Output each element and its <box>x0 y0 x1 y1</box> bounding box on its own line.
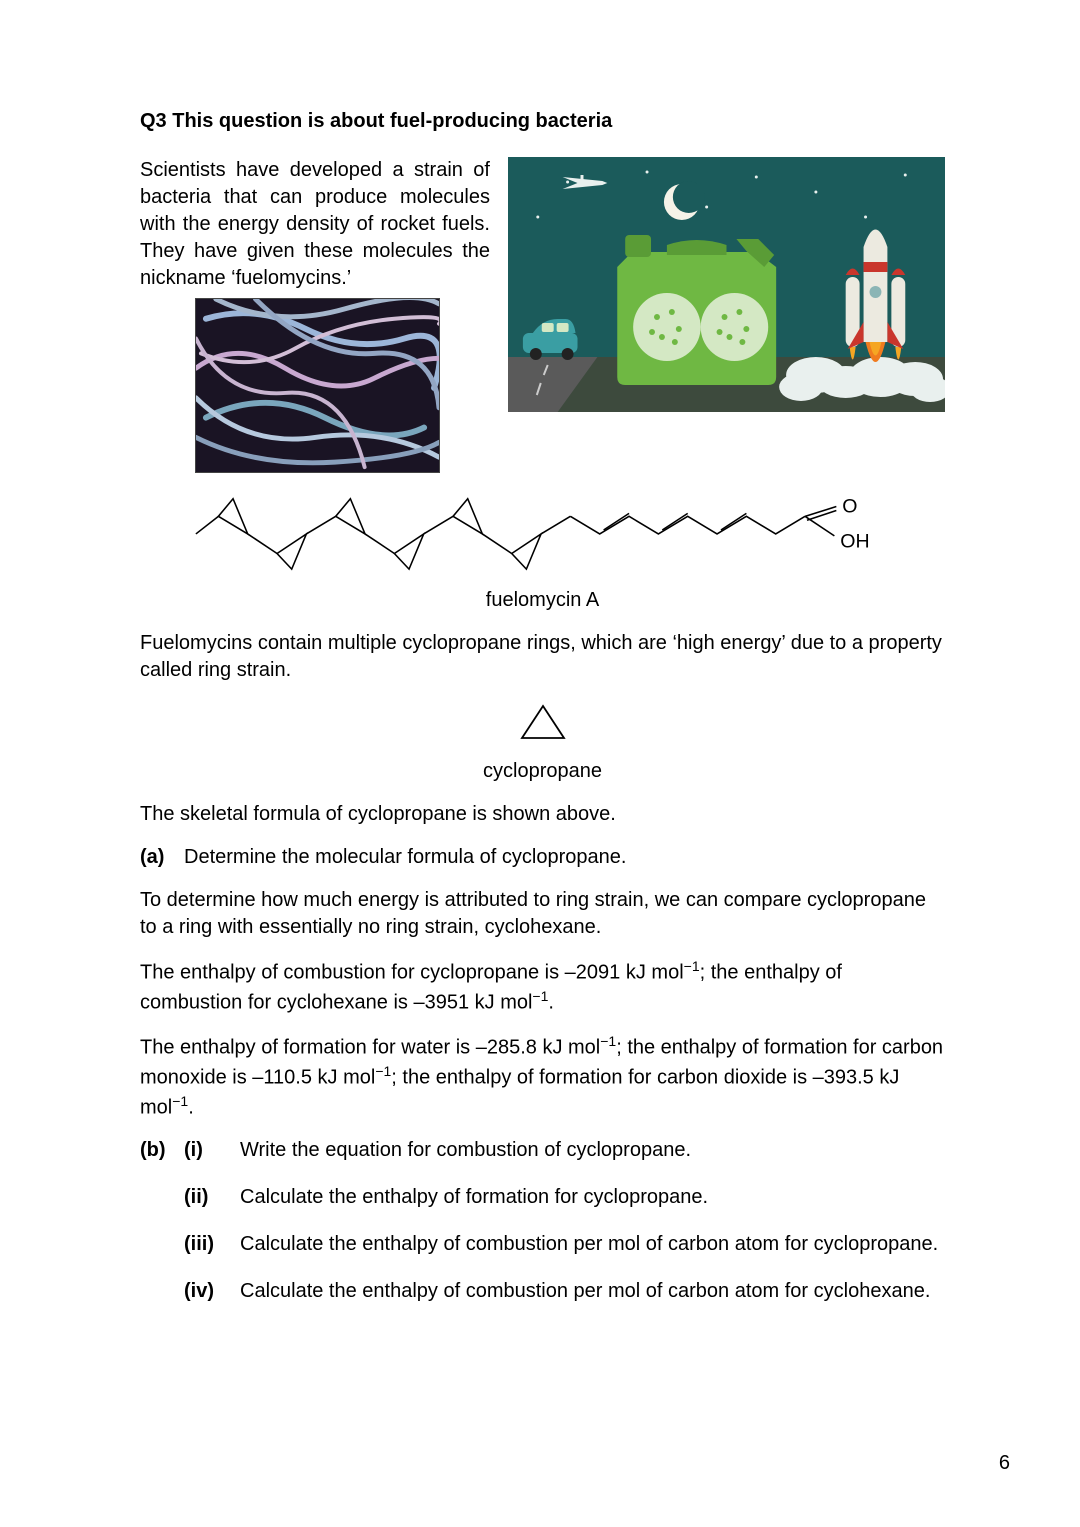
oh-label: OH <box>840 531 869 553</box>
b-i-text: Write the equation for combustion of cyc… <box>240 1137 945 1164</box>
para-compare: To determine how much energy is attribut… <box>140 887 945 941</box>
rocket-svg <box>508 157 945 412</box>
b-iv-label: (iv) <box>184 1278 240 1305</box>
bacteria-svg <box>196 299 439 472</box>
part-b-iii: (iii) Calculate the enthalpy of combusti… <box>140 1231 945 1258</box>
b-ii-label: (ii) <box>184 1184 240 1211</box>
page: Q3 This question is about fuel-producing… <box>0 0 1080 1527</box>
fuelomycin-structure: O OH fuelomycin A <box>140 487 945 614</box>
part-a: (a) Determine the molecular formula of c… <box>140 844 945 871</box>
intro-column: Scientists have developed a strain of ba… <box>140 157 490 473</box>
part-b-ii: (ii) Calculate the enthalpy of formation… <box>140 1184 945 1211</box>
part-b-iv: (iv) Calculate the enthalpy of combustio… <box>140 1278 945 1305</box>
cyclopropane-structure: cyclopropane <box>140 702 945 785</box>
a-label: (a) <box>140 844 184 871</box>
b-ii-text: Calculate the enthalpy of formation for … <box>240 1184 945 1211</box>
intro-text: Scientists have developed a strain of ba… <box>140 157 490 292</box>
a-text: Determine the molecular formula of cyclo… <box>184 844 945 871</box>
para-enthalpy-1: The enthalpy of combustion for cycloprop… <box>140 957 945 1016</box>
b-iv-text: Calculate the enthalpy of combustion per… <box>240 1278 945 1305</box>
intro-row: Scientists have developed a strain of ba… <box>140 157 945 473</box>
b-label: (b) <box>140 1137 184 1164</box>
rocket-image <box>508 157 945 412</box>
o-label: O <box>842 495 857 517</box>
bacteria-bg <box>196 299 439 472</box>
question-title: Q3 This question is about fuel-producing… <box>140 108 945 135</box>
b-i-label: (i) <box>184 1137 240 1164</box>
bacteria-image <box>195 298 440 473</box>
fuelomycin-caption: fuelomycin A <box>140 587 945 614</box>
para-rings: Fuelomycins contain multiple cyclopropan… <box>140 630 945 684</box>
fuelomycin-svg: O OH <box>178 487 908 575</box>
canister-icon <box>617 235 776 385</box>
part-b: (b) (i) Write the equation for combustio… <box>140 1137 945 1164</box>
cyclopropane-svg <box>518 702 568 742</box>
para-enthalpy-2: The enthalpy of formation for water is –… <box>140 1032 945 1121</box>
page-number: 6 <box>999 1450 1010 1477</box>
cyclopropane-caption: cyclopropane <box>140 758 945 785</box>
b-iii-label: (iii) <box>184 1231 240 1258</box>
para-skeletal: The skeletal formula of cyclopropane is … <box>140 801 945 828</box>
b-iii-text: Calculate the enthalpy of combustion per… <box>240 1231 945 1258</box>
